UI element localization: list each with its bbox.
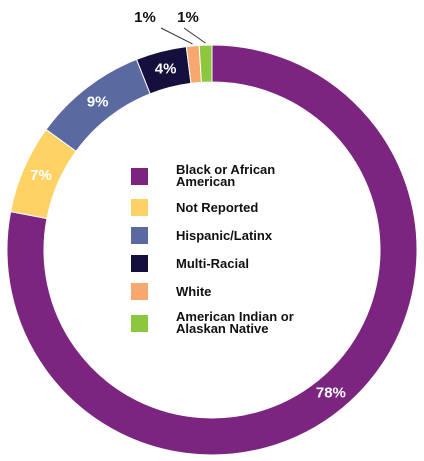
legend-label: Not Reported bbox=[176, 199, 259, 215]
legend-item: White bbox=[131, 283, 371, 300]
legend-label: Black or African American bbox=[176, 162, 276, 189]
value-label: 1% bbox=[134, 9, 156, 26]
legend-swatch bbox=[131, 167, 148, 185]
legend-item: American Indian or Alaskan Native bbox=[131, 309, 371, 336]
value-label: 9% bbox=[87, 94, 109, 111]
legend-label: Multi-Racial bbox=[176, 255, 249, 271]
donut-slice bbox=[198, 44, 213, 83]
legend-label: White bbox=[176, 283, 212, 299]
legend-item: Hispanic/Latinx bbox=[131, 227, 371, 244]
donut-slice bbox=[6, 44, 418, 456]
value-label: 78% bbox=[316, 385, 346, 402]
legend-label: Hispanic/Latinx bbox=[176, 227, 273, 243]
legend: Black or African American Not Reported His… bbox=[131, 162, 371, 346]
legend-label: American Indian or Alaskan Native bbox=[176, 309, 294, 336]
value-label: 7% bbox=[30, 167, 52, 184]
value-label: 4% bbox=[155, 60, 177, 77]
legend-item: Not Reported bbox=[131, 199, 371, 216]
legend-swatch bbox=[131, 283, 148, 300]
legend-item: Black or African American bbox=[131, 162, 371, 189]
legend-swatch bbox=[131, 314, 148, 332]
legend-swatch bbox=[131, 199, 148, 216]
legend-swatch bbox=[131, 227, 148, 244]
value-label: 1% bbox=[177, 9, 199, 26]
legend-item: Multi-Racial bbox=[131, 255, 371, 272]
leader-line bbox=[183, 27, 206, 44]
legend-swatch bbox=[131, 255, 148, 272]
leader-line bbox=[160, 27, 193, 45]
